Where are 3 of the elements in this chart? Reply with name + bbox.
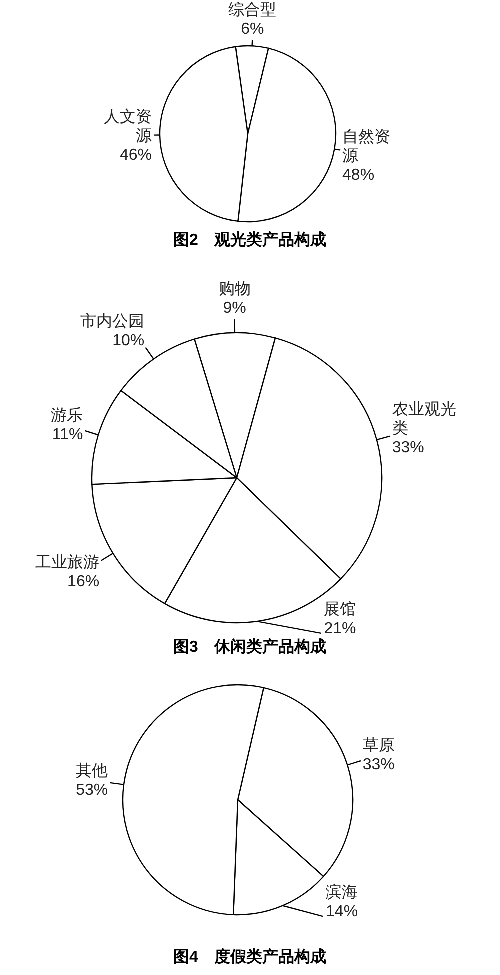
text: 图2 观光类产品构成 [174,231,326,249]
text: 图3 休闲类产品构成 [174,638,326,656]
text: 图4 度假类产品构成 [174,947,326,966]
